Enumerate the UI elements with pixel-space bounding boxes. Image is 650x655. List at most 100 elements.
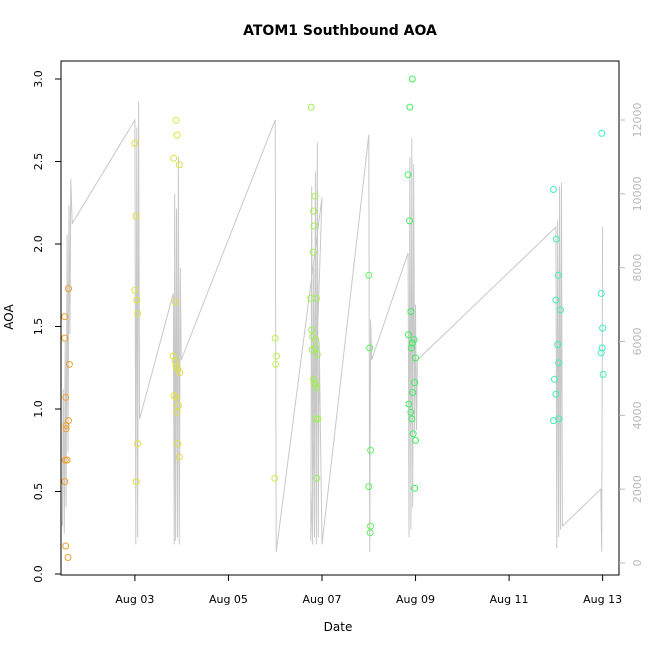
data-point (169, 352, 177, 360)
data-point (412, 354, 419, 362)
data-point (411, 379, 419, 387)
axes-layer: Aug 03 Aug 05 Aug 07 Aug 09 Aug 11 Aug 13 0.0 0… (32, 70, 644, 606)
data-point (312, 415, 320, 423)
data-point (366, 529, 374, 537)
data-point (314, 415, 322, 423)
data-point (273, 352, 281, 360)
data-point (61, 478, 69, 486)
data-point (599, 370, 607, 378)
data-point (61, 334, 69, 342)
data-point (313, 474, 321, 482)
x-tick-label: Aug 13 (583, 593, 622, 606)
points-layer (61, 75, 607, 561)
x-axis-label: Date (324, 620, 353, 634)
data-point (407, 344, 415, 352)
data-point (134, 440, 142, 448)
data-point (132, 212, 140, 220)
data-point (271, 334, 279, 342)
data-point (311, 192, 319, 200)
data-point (309, 248, 317, 256)
data-point (176, 369, 184, 377)
data-point (409, 389, 417, 396)
data-point (131, 286, 139, 294)
data-point (310, 207, 318, 215)
data-point (365, 483, 373, 491)
x-tick-label: Aug 09 (396, 593, 435, 606)
data-point (554, 341, 562, 349)
y2-tick-label: 8000 (631, 254, 644, 282)
data-point (61, 456, 69, 464)
data-point (407, 408, 415, 416)
data-point (405, 331, 412, 339)
y-tick-label: 0.0 (32, 565, 45, 583)
data-point (406, 103, 414, 111)
data-point (555, 359, 563, 367)
data-point (170, 392, 178, 400)
data-point (310, 222, 318, 230)
y2-tick-label: 4000 (631, 401, 644, 429)
data-point (174, 402, 182, 410)
data-point (408, 339, 416, 347)
x-tick-label: Aug 07 (303, 593, 342, 606)
y2-tick-label: 10000 (631, 176, 644, 211)
data-point (171, 357, 179, 365)
data-point (408, 415, 416, 423)
y-tick-label: 1.0 (32, 400, 45, 418)
data-point (408, 75, 416, 83)
data-point (311, 380, 319, 388)
data-point (307, 103, 315, 111)
y-axis-label: AOA (2, 303, 16, 329)
x-tick-label: Aug 05 (209, 593, 248, 606)
data-point (552, 296, 560, 304)
data-point (173, 131, 181, 139)
data-point (367, 522, 375, 530)
data-point (557, 306, 564, 314)
data-point (65, 360, 73, 368)
data-point (313, 351, 321, 358)
data-point (62, 425, 70, 433)
y2-tick-label: 12000 (631, 103, 644, 138)
data-point (63, 456, 71, 464)
data-point (62, 393, 70, 401)
data-point (550, 417, 557, 425)
data-point (552, 390, 560, 398)
data-point (134, 309, 142, 317)
data-point (411, 484, 419, 492)
data-point (404, 171, 412, 179)
chart-title: ATOM1 Southbound AOA (243, 23, 437, 39)
data-point (312, 384, 320, 392)
data-point (65, 417, 72, 425)
data-point (64, 554, 72, 561)
data-point (173, 408, 181, 416)
data-point (271, 474, 279, 482)
data-point (597, 349, 605, 357)
data-point (365, 271, 373, 279)
data-point (65, 285, 72, 293)
data-point (312, 294, 320, 302)
y-tick-label: 2.5 (32, 153, 45, 171)
y2-tick-label: 2000 (631, 475, 644, 503)
data-point (272, 360, 280, 368)
data-point (171, 298, 179, 306)
data-point (174, 440, 182, 448)
data-point (175, 453, 183, 461)
data-point (170, 154, 178, 162)
data-point (131, 139, 139, 147)
plot-frame (60, 60, 620, 576)
data-point (132, 478, 140, 486)
data-point (172, 393, 180, 401)
data-point (172, 362, 180, 370)
data-point (172, 116, 180, 124)
y2-tick-label: 0 (631, 560, 644, 567)
x-tick-label: Aug 03 (115, 593, 154, 606)
y-tick-label: 3.0 (32, 70, 45, 88)
data-point (552, 235, 560, 243)
data-point (308, 326, 316, 334)
data-point (598, 129, 606, 137)
x-tick-label: Aug 11 (490, 593, 529, 606)
data-point (412, 436, 419, 444)
data-point (366, 344, 374, 352)
data-point (175, 161, 183, 169)
data-point (551, 375, 558, 383)
